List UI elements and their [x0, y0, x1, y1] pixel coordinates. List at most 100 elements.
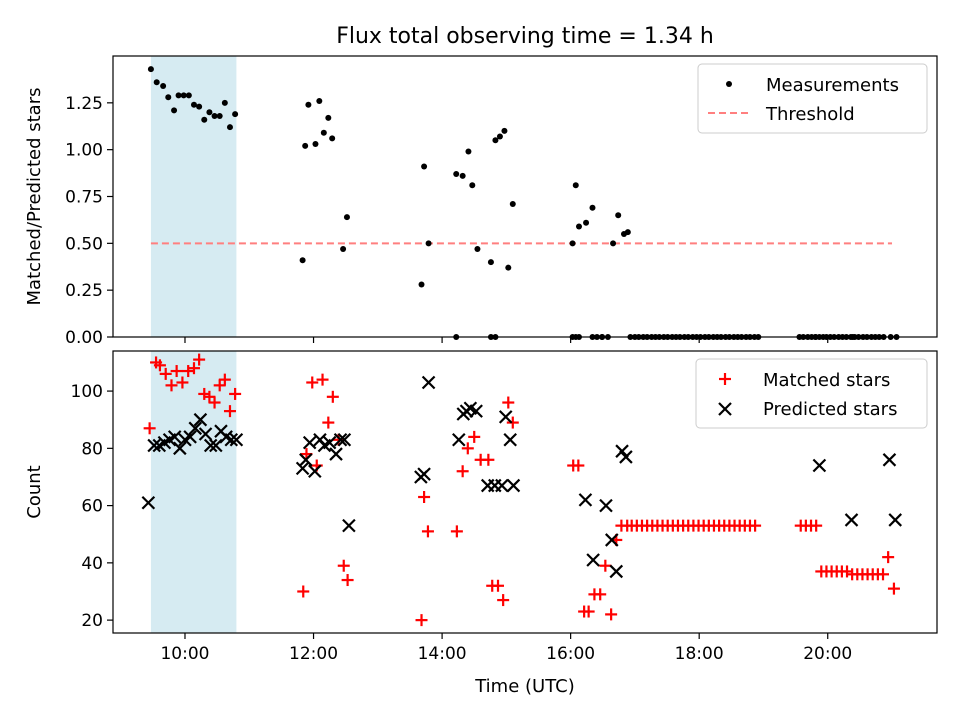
- measurement-point: [492, 137, 499, 144]
- matched-star-point: [341, 574, 354, 587]
- bottom-x-axis: 10:00 12:00 14:00 16:00 18:00 20:00: [160, 633, 852, 664]
- measurement-point: [624, 229, 631, 236]
- legend-matched-marker: [719, 373, 731, 385]
- matched-star-point: [143, 422, 156, 435]
- measurement-point: [575, 223, 582, 230]
- measurement-point: [610, 240, 617, 247]
- measurement-point: [343, 214, 350, 221]
- measurement-point: [583, 219, 590, 226]
- predicted-star-point: [229, 432, 244, 447]
- measurement-point: [180, 92, 187, 99]
- measurement-point: [305, 101, 312, 108]
- measurement-point: [216, 112, 223, 119]
- matched-star-point: [229, 387, 242, 400]
- predicted-star-point: [417, 467, 431, 481]
- y-tick-label: 80: [81, 439, 103, 459]
- matched-star-point: [326, 390, 339, 403]
- matched-star-point: [582, 605, 595, 618]
- legend-threshold-label: Threshold: [765, 104, 855, 125]
- predicted-star-point: [337, 432, 352, 447]
- legend-measurements-marker: [726, 81, 732, 87]
- measurement-point: [329, 135, 336, 142]
- predicted-star-point: [141, 495, 156, 510]
- predicted-star-point: [147, 438, 161, 453]
- measurement-point: [320, 129, 327, 136]
- measurement-point: [147, 66, 154, 73]
- x-tick-label: 14:00: [418, 644, 467, 664]
- predicted-star-point: [167, 430, 182, 444]
- predicted-star-point: [812, 458, 827, 473]
- matched-star-point: [502, 396, 515, 409]
- matched-star-point: [468, 430, 481, 443]
- matched-star-point: [337, 559, 350, 572]
- matched-star-point: [749, 519, 762, 532]
- measurement-point: [572, 182, 579, 189]
- measurement-point: [302, 142, 309, 149]
- highlight-span-bottom: [150, 351, 237, 633]
- x-tick-label: 20:00: [803, 644, 852, 664]
- matched-star-point: [153, 359, 166, 372]
- predicted-star-point: [844, 513, 859, 527]
- top-plot-frame: [112, 55, 938, 338]
- matched-star-point: [208, 396, 221, 409]
- matched-star-point: [170, 365, 183, 378]
- matched-star-point: [306, 376, 319, 389]
- matched-star-point: [316, 373, 329, 386]
- predicted-star-point: [882, 453, 897, 467]
- matched-star-point: [599, 559, 612, 572]
- top-y-axis-label: Matched/Predicted stars: [24, 88, 45, 306]
- y-tick-label: 1.00: [65, 141, 103, 161]
- matched-star-point: [223, 405, 236, 418]
- matched-star-point: [218, 373, 231, 386]
- matched-star-point: [461, 442, 474, 455]
- matched-star-point: [182, 365, 195, 378]
- predicted-star-point: [619, 450, 633, 464]
- top-panel: 0.00 0.25 0.50 0.75 1.00 1.25 Matched/Predict…: [24, 55, 938, 348]
- matched-star-point: [572, 459, 585, 472]
- predicted-star-point: [421, 375, 436, 390]
- y-tick-label: 1.25: [65, 94, 103, 114]
- measurement-point: [206, 109, 213, 116]
- measurement-point: [425, 240, 432, 247]
- bottom-panel: 20 40 60 80 100 10:00 12:00 14:00 16:00 18:00 20:…: [24, 350, 938, 697]
- measurement-point: [505, 264, 512, 271]
- predicted-star-point: [188, 421, 203, 436]
- measurement-point: [465, 148, 472, 155]
- matched-star-point: [492, 579, 505, 592]
- measurement-point: [190, 101, 197, 108]
- measurement-point: [509, 200, 516, 207]
- matched-star-point: [877, 568, 890, 581]
- measurement-point: [221, 99, 228, 106]
- matched-star-point: [810, 519, 823, 532]
- measurement-point: [340, 245, 347, 252]
- predicted-star-point: [615, 444, 629, 458]
- predicted-star-point: [604, 533, 619, 547]
- legend-measurements-label: Measurements: [766, 75, 899, 96]
- predicted-star-point: [498, 410, 513, 424]
- predicted-star-point: [209, 438, 223, 453]
- x-tick-label: 16:00: [546, 644, 595, 664]
- bottom-y-axis: 20 40 60 80 100: [71, 382, 113, 631]
- predicted-star-point: [495, 478, 509, 493]
- legend-predicted-marker: [718, 402, 732, 416]
- measurement-point: [312, 141, 319, 148]
- matched-star-point: [176, 376, 189, 389]
- bottom-y-axis-label: Count: [24, 465, 45, 518]
- measurement-point: [165, 94, 172, 101]
- matched-star-point: [421, 525, 434, 538]
- predicted-star-point: [333, 432, 348, 447]
- y-tick-label: 100: [71, 382, 103, 402]
- matched-star-point: [165, 379, 178, 392]
- top-legend-box: [697, 63, 928, 134]
- predicted-star-point: [198, 427, 213, 441]
- y-tick-label: 0.00: [65, 328, 103, 348]
- matched-star-point: [415, 614, 428, 627]
- predicted-star-point: [224, 432, 239, 447]
- measurement-point: [175, 92, 182, 99]
- measurement-point: [160, 82, 167, 89]
- highlight-span-top: [150, 56, 237, 337]
- y-tick-label: 60: [81, 497, 103, 517]
- matched-star-point: [882, 551, 895, 564]
- predicted-star-point: [302, 435, 317, 450]
